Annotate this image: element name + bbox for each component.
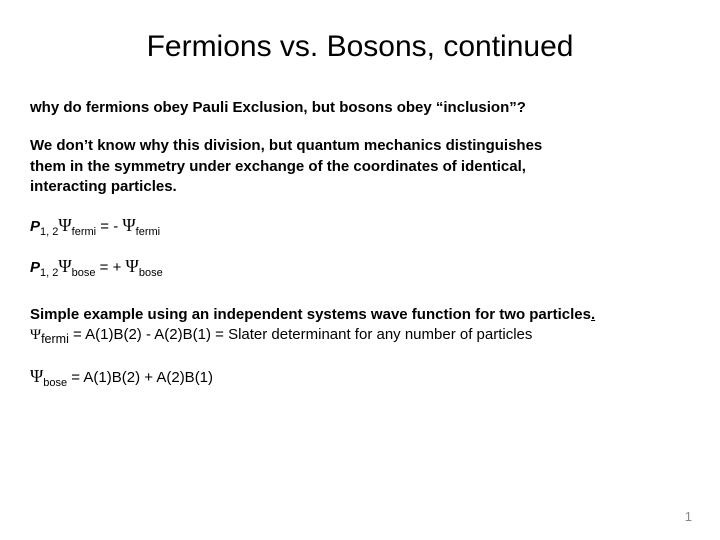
- psi-left-sub: fermi: [72, 226, 96, 238]
- equation-bose: P1, 2Ψbose = + Ψbose: [30, 256, 690, 279]
- paragraph-1: why do fermions obey Pauli Exclusion, bu…: [30, 98, 690, 118]
- psi-right-sub: bose: [139, 267, 163, 279]
- psi-right: Ψ: [122, 215, 135, 235]
- operator-p: P: [30, 259, 40, 276]
- eq-sign: = +: [96, 259, 126, 276]
- psi-left: Ψ: [58, 256, 71, 276]
- psi-left: Ψ: [58, 215, 71, 235]
- operator-p: P: [30, 218, 40, 235]
- paragraph-3: Simple example using an independent syst…: [30, 305, 690, 348]
- para4-rest: = A(1)B(2) + A(2)B(1): [67, 369, 213, 386]
- psi-left-sub: bose: [72, 267, 96, 279]
- paragraph-4: Ψbose = A(1)B(2) + A(2)B(1): [30, 366, 690, 389]
- slide-title: Fermions vs. Bosons, continued: [70, 30, 650, 64]
- psi-right: Ψ: [126, 256, 139, 276]
- para3-rest: = A(1)B(2) - A(2)B(1) = Slater determina…: [69, 326, 533, 343]
- operator-sub: 1, 2: [40, 267, 58, 279]
- psi-bose-example: Ψ: [30, 366, 43, 386]
- psi-fermi-example-sub: fermi: [41, 332, 69, 346]
- eq-sign: = -: [96, 218, 122, 235]
- page-number: 1: [685, 509, 692, 524]
- operator-sub: 1, 2: [40, 226, 58, 238]
- para3-line1: Simple example using an independent syst…: [30, 306, 591, 323]
- equation-fermi: P1, 2Ψfermi = - Ψfermi: [30, 215, 690, 238]
- psi-bose-example-sub: bose: [43, 377, 67, 389]
- psi-right-sub: fermi: [136, 226, 160, 238]
- psi-fermi-example: Ψ: [30, 327, 41, 343]
- para3-underline-dot: .: [591, 306, 595, 323]
- paragraph-2: We don’t know why this division, but qua…: [30, 136, 690, 197]
